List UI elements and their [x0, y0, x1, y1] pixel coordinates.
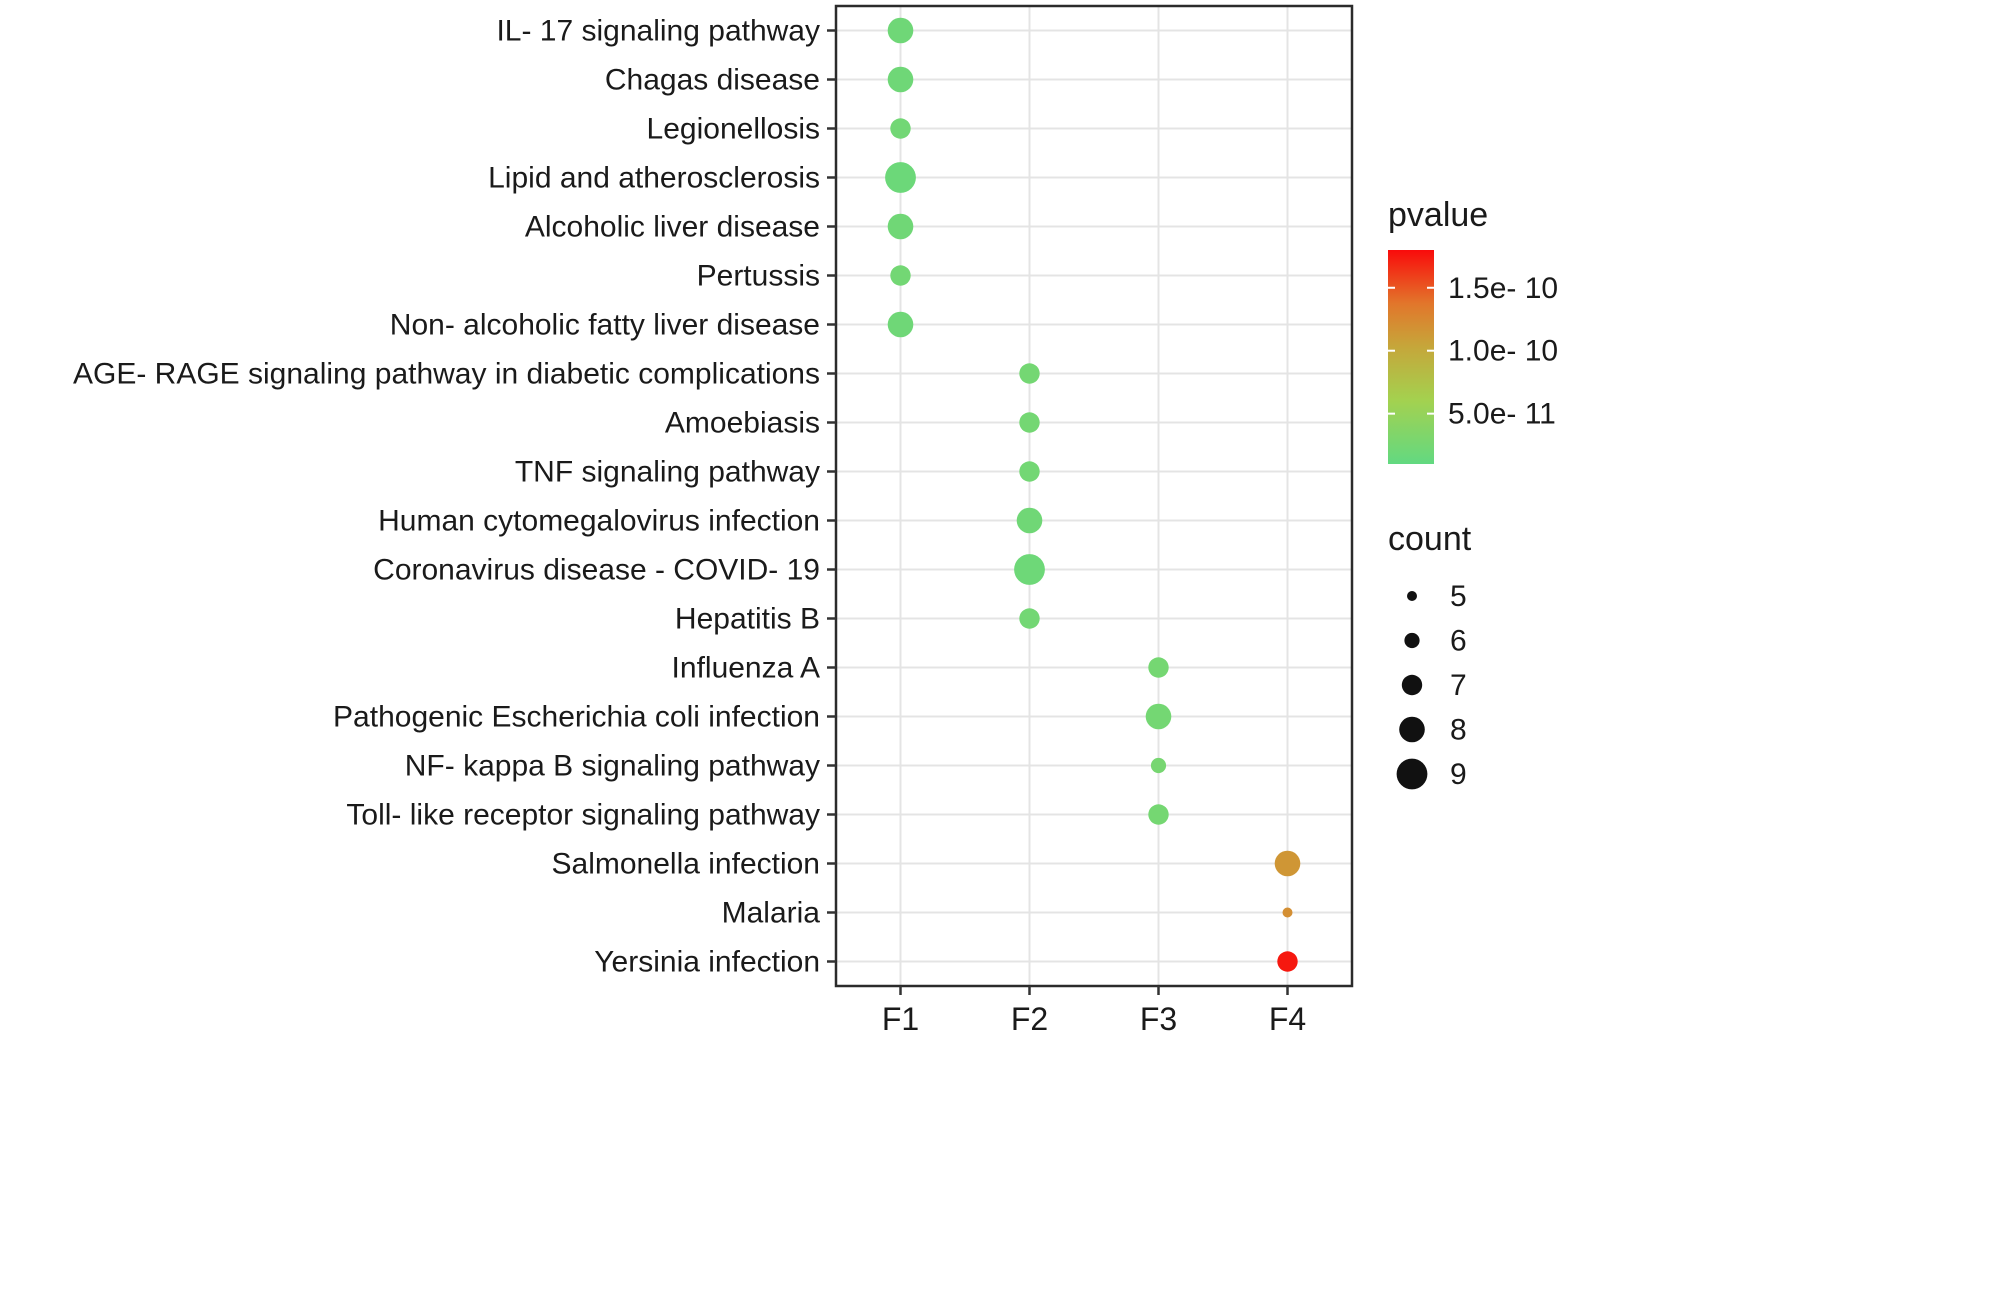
y-axis-label: Non- alcoholic fatty liver disease — [390, 309, 820, 342]
data-point — [1019, 412, 1040, 433]
y-axis-label: Alcoholic liver disease — [525, 211, 820, 244]
y-axis-label: Salmonella infection — [552, 848, 821, 881]
data-point — [890, 265, 911, 286]
y-axis-label: Pathogenic Escherichia coli infection — [333, 701, 820, 734]
data-point — [1148, 804, 1169, 825]
data-point — [1148, 657, 1169, 678]
y-axis-label: NF- kappa B signaling pathway — [405, 750, 820, 783]
y-axis-label: Malaria — [722, 897, 821, 930]
colorbar-tick-label: 1.0e- 10 — [1448, 335, 1558, 368]
data-point — [887, 311, 914, 338]
data-point — [1019, 363, 1040, 384]
x-axis-label: F4 — [1269, 1001, 1306, 1037]
data-point — [887, 17, 914, 44]
y-axis-label: Chagas disease — [605, 64, 820, 97]
y-axis-label: AGE- RAGE signaling pathway in diabetic … — [73, 358, 820, 391]
data-point — [890, 118, 911, 139]
y-axis-label: Yersinia infection — [594, 946, 820, 979]
x-axis-label: F2 — [1011, 1001, 1048, 1037]
plot-panel — [836, 6, 1352, 986]
data-point — [1014, 554, 1045, 585]
count-legend-dot — [1396, 758, 1428, 790]
count-legend-label: 8 — [1450, 714, 1467, 747]
count-legend-dot — [1401, 674, 1423, 696]
y-axis-label: Amoebiasis — [665, 407, 820, 440]
data-point — [1150, 757, 1167, 774]
data-point — [1145, 703, 1172, 730]
y-axis-label: Lipid and atherosclerosis — [488, 162, 820, 195]
colorbar-tick-label: 1.5e- 10 — [1448, 272, 1558, 305]
count-legend-dot — [1404, 632, 1420, 649]
count-legend-dot — [1399, 716, 1425, 743]
data-point — [1019, 608, 1040, 629]
y-axis-label: Coronavirus disease - COVID- 19 — [373, 554, 820, 587]
data-point — [1277, 951, 1298, 972]
count-legend-label: 7 — [1450, 669, 1467, 702]
y-axis-label: Hepatitis B — [675, 603, 820, 636]
y-axis-label: TNF signaling pathway — [515, 456, 820, 489]
count-legend-dot — [1407, 591, 1417, 601]
colorbar-tick-label: 5.0e- 11 — [1448, 398, 1556, 431]
data-point — [887, 66, 914, 93]
count-legend-label: 9 — [1450, 758, 1467, 791]
y-axis-label: Human cytomegalovirus infection — [378, 505, 820, 538]
y-axis-label: Pertussis — [697, 260, 820, 293]
data-point — [1274, 850, 1301, 877]
data-point — [1019, 461, 1040, 482]
data-point — [1016, 507, 1043, 534]
y-axis-label: IL- 17 signaling pathway — [496, 15, 820, 48]
data-point — [1282, 907, 1293, 918]
y-axis-label: Toll- like receptor signaling pathway — [346, 799, 820, 832]
count-legend-label: 5 — [1450, 580, 1467, 613]
count-legend-label: 6 — [1450, 625, 1467, 658]
data-point — [887, 213, 914, 240]
y-axis-label: Influenza A — [672, 652, 820, 685]
x-axis-label: F1 — [882, 1001, 919, 1037]
panel-border — [834, 4, 1354, 988]
pvalue-colorbar — [1388, 250, 1434, 464]
y-axis-label: Legionellosis — [647, 113, 820, 146]
data-point — [885, 162, 916, 193]
pvalue-legend-title: pvalue — [1388, 196, 1489, 234]
count-legend-title: count — [1388, 520, 1472, 558]
x-axis-label: F3 — [1140, 1001, 1177, 1037]
